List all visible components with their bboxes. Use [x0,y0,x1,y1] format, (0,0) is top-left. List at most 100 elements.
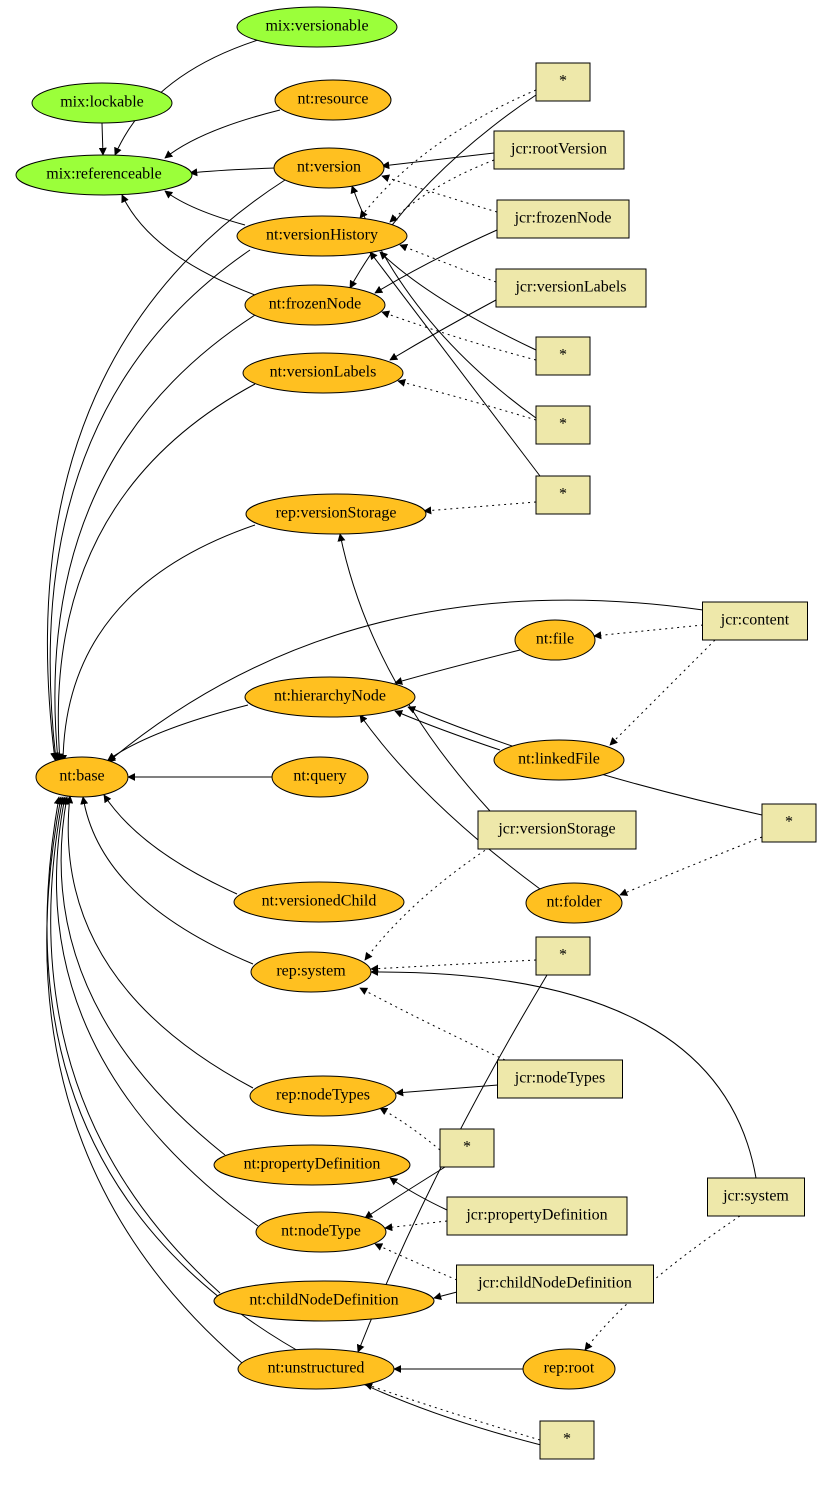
edge [620,837,762,895]
node-label: nt:unstructured [268,1360,365,1377]
edge [108,600,703,762]
node-repVersionStorage: rep:versionStorage [246,494,426,534]
edge [371,960,536,969]
node-label: jcr:rootVersion [510,141,607,158]
node-label: * [559,947,567,964]
node-label: nt:nodeType [281,1223,361,1240]
diagram-canvas: mix:versionable mix:lockable mix:reference… [0,0,835,1505]
node-label: mix:referenceable [46,166,161,183]
node-label: * [463,1139,471,1156]
node-ntResource: nt:resource [275,80,391,120]
node-label: mix:lockable [60,94,144,111]
node-label: * [559,347,567,364]
edge [424,502,536,511]
node-label: * [559,73,567,90]
node-label: nt:versionedChild [262,893,377,910]
node-ntLinkedFile: nt:linkedFile [494,740,624,780]
node-label: nt:versionLabels [270,364,377,381]
edge [165,110,280,158]
edge [610,640,715,745]
node-label: jcr:versionLabels [514,279,626,296]
node-label: nt:propertyDefinition [244,1156,381,1173]
node-label: * [559,416,567,433]
edge [360,988,505,1060]
edge [434,1292,457,1298]
edge [47,180,285,760]
edge [350,95,536,288]
edge [360,715,540,889]
node-label: rep:root [544,1360,595,1377]
node-r_jcrContent: jcr:content [703,602,808,640]
node-label: * [559,486,567,503]
edge [385,1221,447,1228]
node-label: jcr:frozenNode [514,210,612,227]
node-label: nt:version [297,159,361,176]
node-r_star2: * [536,337,590,375]
node-r_star1: * [536,63,590,101]
node-ntChildNodeDefinition: nt:childNodeDefinition [214,1281,434,1321]
edge [400,245,496,282]
node-repSystem: rep:system [251,952,371,992]
node-ntPropertyDefinition: nt:propertyDefinition [214,1145,410,1185]
node-label: nt:versionHistory [266,227,378,244]
edge [102,123,103,155]
edge [165,191,245,225]
edge [390,300,496,360]
node-ntVersionedChild: nt:versionedChild [234,882,404,922]
node-label: nt:file [536,631,574,648]
edge [61,797,225,1155]
node-mixVersionable: mix:versionable [237,7,397,47]
node-r_star8: * [540,1421,594,1459]
node-label: jcr:versionStorage [497,821,615,838]
edges-layer [47,40,762,1445]
edge [58,384,255,761]
node-ntVersionLabels: nt:versionLabels [243,353,403,393]
node-label: nt:resource [297,91,368,108]
node-r_star5: * [762,804,816,842]
node-ntVersionHistory: nt:versionHistory [237,216,407,256]
edge [108,705,248,760]
node-repRoot: rep:root [523,1349,615,1389]
node-label: nt:hierarchyNode [274,688,386,705]
node-ntVersion: nt:version [274,148,384,188]
node-label: nt:childNodeDefinition [249,1292,398,1309]
node-ntNodeType: nt:nodeType [256,1212,386,1252]
edge [122,195,255,295]
node-ntHierarchyNode: nt:hierarchyNode [245,677,415,717]
node-r_propertyDefinition: jcr:propertyDefinition [447,1197,627,1235]
edge [382,176,497,212]
edge [390,160,494,222]
node-label: rep:nodeTypes [276,1087,370,1104]
node-label: jcr:propertyDefinition [465,1207,607,1224]
edge [55,315,255,761]
node-r_jcrSystem: jcr:system [708,1178,805,1216]
node-ntBase: nt:base [36,757,128,797]
node-r_star6: * [536,937,590,975]
edge [63,525,255,762]
node-label: nt:base [59,768,104,785]
edge [395,650,520,683]
edge [398,381,536,420]
node-ntFile: nt:file [515,620,595,660]
node-mixLockable: mix:lockable [32,83,172,123]
edge [396,1085,498,1093]
node-label: * [563,1431,571,1448]
node-r_jcrNodeTypes: jcr:nodeTypes [498,1060,623,1098]
edge [382,153,494,166]
node-label: rep:versionStorage [276,505,397,522]
node-mixReferenceable: mix:referenceable [16,155,192,195]
edge [594,625,703,636]
edge [83,797,253,964]
node-r_frozenNode: jcr:frozenNode [497,200,629,238]
node-ntFrozenNode: nt:frozenNode [245,285,385,325]
edge [395,711,500,750]
node-r_star7: * [440,1129,494,1167]
node-label: nt:folder [546,894,602,911]
node-label: nt:query [293,768,346,785]
node-r_childNodeDefinition: jcr:childNodeDefinition [457,1265,654,1303]
nodes-layer: mix:versionable mix:lockable mix:reference… [16,7,816,1459]
node-label: mix:versionable [265,18,368,35]
node-label: jcr:nodeTypes [514,1070,605,1087]
edge [68,796,253,1088]
edge [380,1108,440,1150]
